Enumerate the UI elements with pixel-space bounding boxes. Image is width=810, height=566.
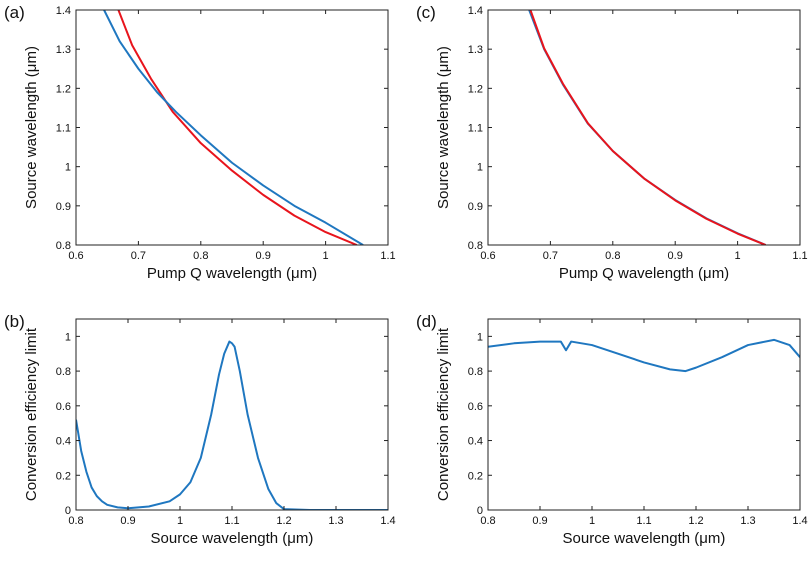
panel-d-y-tick-label: 0.6 <box>468 401 483 413</box>
panel-d-x-tick-label: 0.8 <box>480 515 495 527</box>
panel-d-x-tick-label: 0.9 <box>532 515 547 527</box>
panel-c-y-tick-label: 1 <box>477 162 483 174</box>
panel-b-x-tick-label: 1.3 <box>328 515 343 527</box>
panel-a-y-tick-label: 1.4 <box>56 5 71 17</box>
panel-b-y-tick-label: 0.6 <box>56 401 71 413</box>
panel-b-y-axis-label: Conversion efficiency limit <box>23 327 40 501</box>
panel-c-series-1-line <box>529 10 767 245</box>
panel-c-y-tick-label: 0.9 <box>468 201 483 213</box>
panel-a-x-tick-label: 0.7 <box>131 250 146 262</box>
panel-b-x-axis-label: Source wavelength (μm) <box>151 530 314 547</box>
panel-b-x-tick-label: 1.2 <box>276 515 291 527</box>
panel-a-y-tick-label: 0.8 <box>56 240 71 252</box>
panel-a-series-1-line <box>103 10 364 245</box>
panel-a-y-tick-label: 1.1 <box>56 123 71 135</box>
panel-d-y-tick-label: 0.2 <box>468 470 483 482</box>
panel-b-x-tick-label: 0.9 <box>120 515 135 527</box>
panel-c-y-axis-label: Source wavelength (μm) <box>435 46 452 209</box>
panel-a-x-tick-label: 0.8 <box>193 250 208 262</box>
panel-b-x-tick-label: 1.4 <box>380 515 395 527</box>
panel-d-y-axis-label: Conversion efficiency limit <box>435 327 452 501</box>
panel-a-x-tick-label: 1 <box>323 250 329 262</box>
panel-d-series-0-line <box>488 338 800 373</box>
panel-a-y-tick-label: 1.2 <box>56 83 71 95</box>
panel-b-y-tick-label: 0.8 <box>56 366 71 378</box>
panel-d-y-tick-label: 1 <box>477 331 483 343</box>
panel-d-x-tick-label: 1.1 <box>636 515 651 527</box>
panel-b: 0.8 0.9 1 1.1 1.2 1.3 1.4 0 0.2 0.4 0.6 0.8 1 Source … <box>4 312 396 547</box>
panel-c-x-tick-label: 1.1 <box>792 250 807 262</box>
panel-c-x-tick-label: 0.8 <box>605 250 620 262</box>
panel-a-y-tick-label: 1.3 <box>56 44 71 56</box>
panel-b-y-tick-label: 0 <box>65 505 71 517</box>
panel-b-x-tick-label: 1.1 <box>224 515 239 527</box>
panel-c-x-tick-label: 1 <box>735 250 741 262</box>
panel-c-x-tick-label: 0.9 <box>668 250 683 262</box>
panel-a-x-tick-label: 1.1 <box>380 250 395 262</box>
panel-c-y-tick-label: 1.3 <box>468 44 483 56</box>
panel-b-series-0-line <box>76 340 388 510</box>
panel-c-letter: (c) <box>416 3 436 22</box>
panel-c-y-tick-label: 0.8 <box>468 240 483 252</box>
panel-a-letter: (a) <box>4 3 25 22</box>
panel-c: 0.6 0.7 0.8 0.9 1 1.1 0.8 0.9 1 1.1 1.2 1.3 1.4 Pump … <box>416 3 808 282</box>
panel-d-y-tick-label: 0 <box>477 505 483 517</box>
panel-b-letter: (b) <box>4 312 25 331</box>
panel-d-x-tick-label: 1 <box>589 515 595 527</box>
panel-c-y-tick-label: 1.4 <box>468 5 483 17</box>
panel-d-y-tick-label: 0.4 <box>468 436 483 448</box>
panel-b-y-tick-label: 0.2 <box>56 470 71 482</box>
panel-a-y-tick-label: 0.9 <box>56 201 71 213</box>
panel-c-y-tick-label: 1.1 <box>468 123 483 135</box>
panel-d-x-tick-label: 1.4 <box>792 515 807 527</box>
panel-a-y-tick-label: 1 <box>65 162 71 174</box>
panel-a-x-tick-label: 0.6 <box>68 250 83 262</box>
panel-c-x-axis-label: Pump Q wavelength (μm) <box>559 265 729 282</box>
panel-b-y-tick-label: 1 <box>65 331 71 343</box>
panel-c-y-tick-label: 1.2 <box>468 83 483 95</box>
panel-d-y-tick-label: 0.8 <box>468 366 483 378</box>
panel-d: 0.8 0.9 1 1.1 1.2 1.3 1.4 0 0.2 0.4 0.6 0.8 1 Source … <box>416 312 808 547</box>
panel-d-x-tick-label: 1.3 <box>740 515 755 527</box>
panel-b-x-tick-label: 1 <box>177 515 183 527</box>
panel-d-x-axis-label: Source wavelength (μm) <box>563 530 726 547</box>
panel-a: 0.6 0.7 0.8 0.9 1 1.1 0.8 0.9 1 1.1 1.2 1.3 1.4 Pump … <box>4 3 396 282</box>
panel-c-x-tick-label: 0.7 <box>543 250 558 262</box>
panel-c-x-tick-label: 0.6 <box>480 250 495 262</box>
panel-a-x-tick-label: 0.9 <box>256 250 271 262</box>
panel-b-x-tick-label: 0.8 <box>68 515 83 527</box>
panel-d-x-tick-label: 1.2 <box>688 515 703 527</box>
panel-a-series-0-line <box>117 10 358 245</box>
panel-b-y-tick-label: 0.4 <box>56 436 71 448</box>
panel-a-x-axis-label: Pump Q wavelength (μm) <box>147 265 317 282</box>
panel-d-letter: (d) <box>416 312 437 331</box>
panel-a-y-axis-label: Source wavelength (μm) <box>23 46 40 209</box>
